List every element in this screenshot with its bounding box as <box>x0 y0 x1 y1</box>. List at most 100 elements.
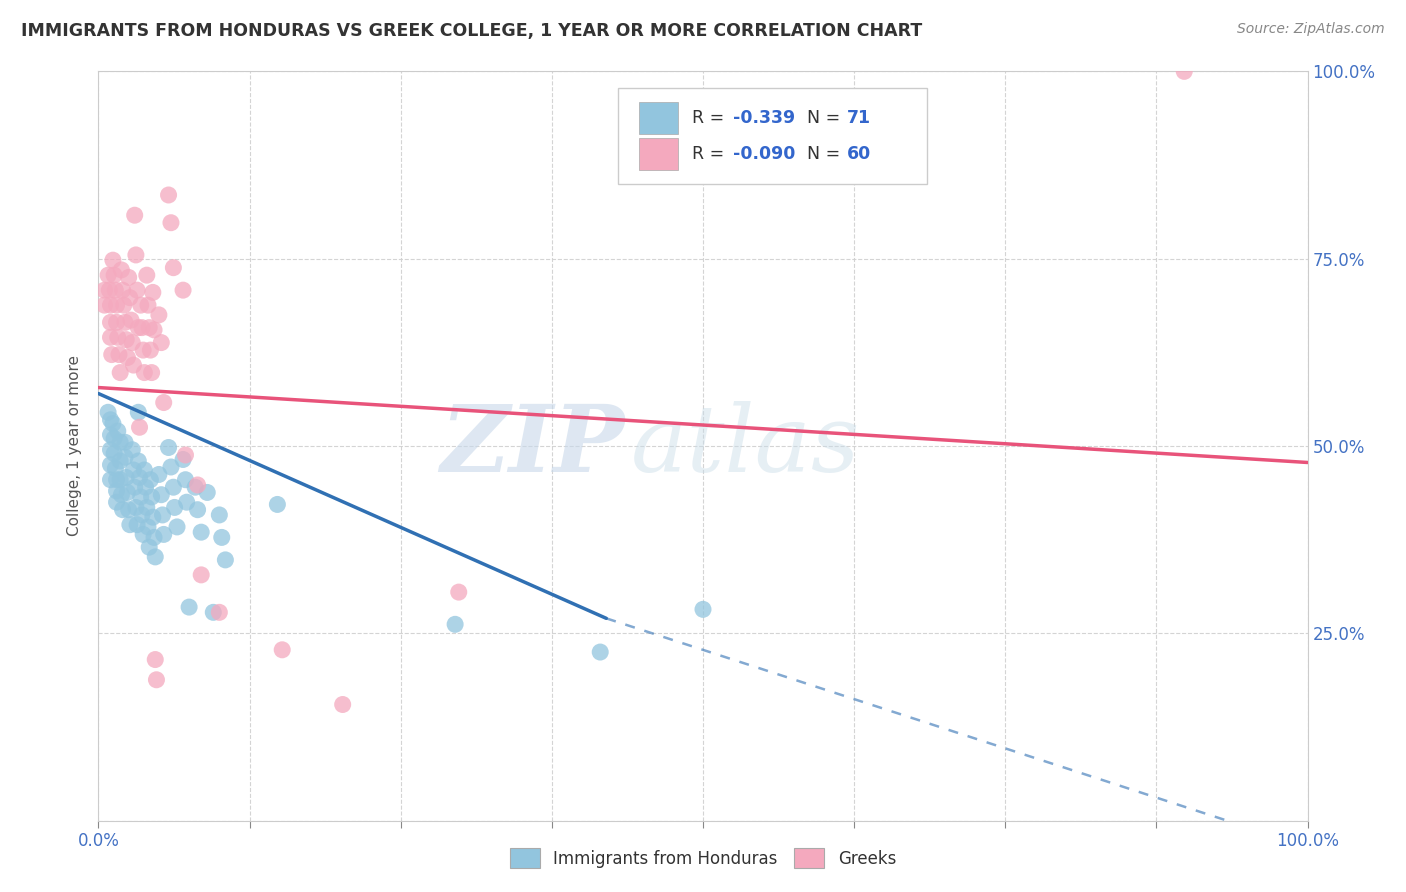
Text: N =: N = <box>807 109 846 127</box>
Point <box>105 483 128 498</box>
Point <box>211 530 233 544</box>
Point <box>128 420 150 434</box>
Text: atlas: atlas <box>630 401 860 491</box>
Point <box>101 253 124 268</box>
Point <box>127 283 149 297</box>
Point <box>179 600 201 615</box>
Point <box>118 270 141 285</box>
Point <box>100 413 122 427</box>
Point <box>589 645 612 659</box>
Point <box>117 485 139 500</box>
Point <box>135 268 157 282</box>
Point <box>162 260 184 275</box>
Point <box>115 470 138 484</box>
Point <box>114 435 136 450</box>
Point <box>187 502 209 516</box>
Point <box>172 283 194 297</box>
Point <box>143 652 166 666</box>
Point <box>108 473 131 487</box>
Text: Source: ZipAtlas.com: Source: ZipAtlas.com <box>1237 22 1385 37</box>
Point <box>129 490 152 504</box>
Point <box>141 366 163 380</box>
Y-axis label: College, 1 year or more: College, 1 year or more <box>67 356 83 536</box>
Point <box>195 485 218 500</box>
Text: N =: N = <box>807 145 846 162</box>
Point <box>127 405 149 419</box>
Point <box>139 343 162 357</box>
Point <box>143 323 166 337</box>
Point <box>117 351 139 365</box>
Point <box>127 454 149 468</box>
Point <box>176 495 198 509</box>
Point <box>111 283 134 297</box>
Point <box>136 520 159 534</box>
Point <box>129 298 152 312</box>
Point <box>120 313 142 327</box>
Point <box>143 530 166 544</box>
Point <box>139 473 162 487</box>
Point <box>152 395 174 409</box>
Point <box>93 283 115 297</box>
Point <box>114 315 136 329</box>
Point <box>135 500 157 515</box>
Point <box>112 298 135 312</box>
Point <box>160 216 183 230</box>
Point <box>97 405 120 419</box>
Point <box>100 473 122 487</box>
Point <box>110 263 132 277</box>
Point <box>138 540 160 554</box>
Text: IMMIGRANTS FROM HONDURAS VS GREEK COLLEGE, 1 YEAR OR MORE CORRELATION CHART: IMMIGRANTS FROM HONDURAS VS GREEK COLLEG… <box>21 22 922 40</box>
Point <box>107 330 129 344</box>
Point <box>111 502 134 516</box>
Point <box>115 333 138 347</box>
Point <box>100 348 122 362</box>
Point <box>121 442 143 457</box>
Point <box>157 441 180 455</box>
Point <box>136 298 159 312</box>
Point <box>202 605 225 619</box>
Point <box>148 467 170 482</box>
FancyBboxPatch shape <box>619 87 927 184</box>
Point <box>190 567 212 582</box>
Point <box>271 642 294 657</box>
Point <box>134 366 156 380</box>
Point <box>97 268 120 282</box>
Text: R =: R = <box>692 145 730 162</box>
Point <box>105 473 128 487</box>
Point <box>114 450 136 465</box>
Point <box>124 208 146 222</box>
Point <box>103 268 125 282</box>
Point <box>152 527 174 541</box>
Point <box>93 298 115 312</box>
Point <box>131 508 153 522</box>
Point <box>447 585 470 599</box>
Point <box>121 335 143 350</box>
Bar <box>638 102 678 134</box>
Text: ZIP: ZIP <box>440 401 624 491</box>
Point <box>100 315 122 329</box>
Point <box>108 454 131 468</box>
Point <box>100 442 122 457</box>
Point <box>190 525 212 540</box>
Point <box>127 517 149 532</box>
Point <box>214 553 236 567</box>
Point <box>104 461 127 475</box>
Point <box>122 358 145 372</box>
Point <box>150 488 173 502</box>
Point <box>138 320 160 334</box>
Point <box>134 463 156 477</box>
Point <box>118 517 141 532</box>
Point <box>105 298 128 312</box>
Point <box>118 502 141 516</box>
Point <box>104 283 127 297</box>
Point <box>132 343 155 357</box>
Point <box>110 488 132 502</box>
Text: -0.090: -0.090 <box>734 145 796 162</box>
Point <box>692 602 714 616</box>
Point <box>152 508 174 522</box>
Point <box>128 470 150 484</box>
Point <box>143 549 166 564</box>
Bar <box>638 138 678 169</box>
Point <box>145 673 167 687</box>
Point <box>148 308 170 322</box>
